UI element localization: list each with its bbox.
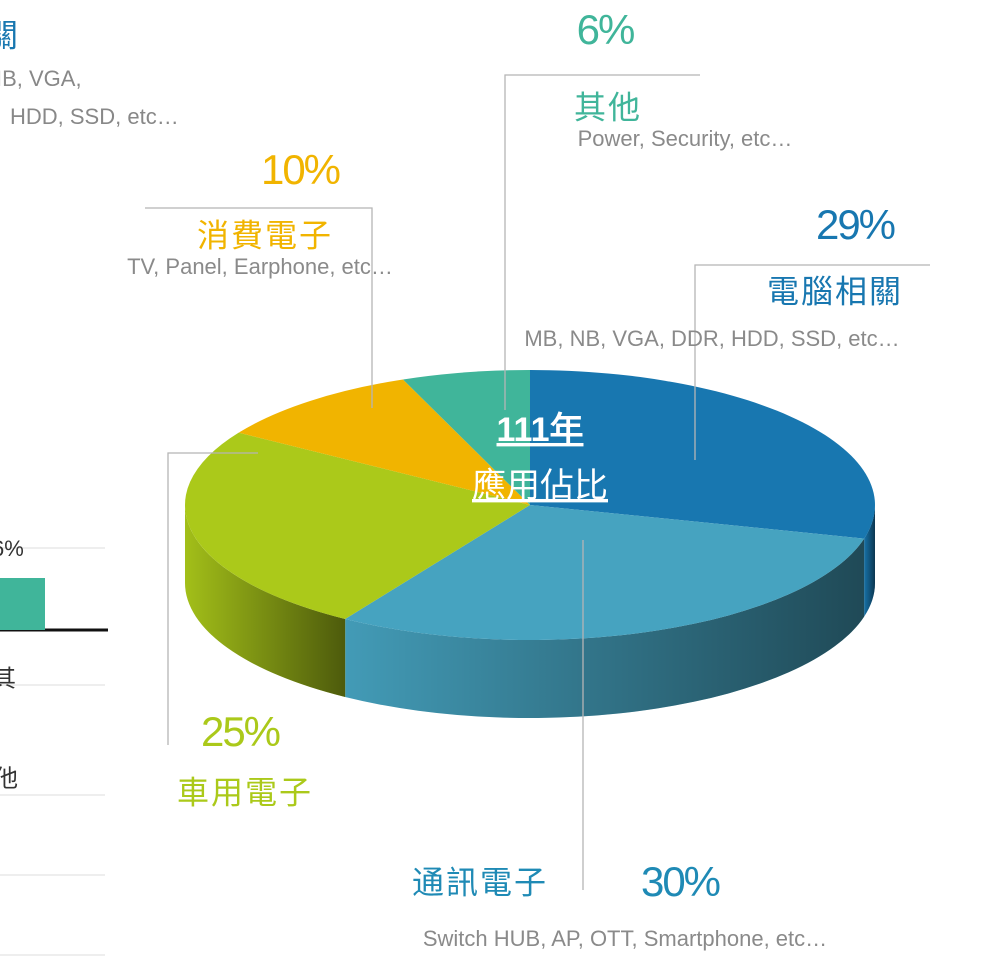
pie-slice xyxy=(238,379,531,505)
slice-description: Switch HUB, AP, OTT, Smartphone, etc… xyxy=(423,926,827,951)
slice-description: Power, Security, etc… xyxy=(578,126,793,151)
pie-side-shade xyxy=(345,538,865,718)
slice-percent: 30% xyxy=(641,858,720,905)
slice-name: 電腦相關 xyxy=(767,273,903,309)
leader-line xyxy=(145,207,373,408)
fragment-text: HDD, SSD, etc… xyxy=(10,104,179,129)
slice-percent: 29% xyxy=(816,201,895,248)
pie-slice xyxy=(402,370,530,505)
slice-name: 通訊電子 xyxy=(412,864,548,900)
leader-line xyxy=(504,74,700,410)
slice-description: MB, NB, VGA, DDR, HDD, SSD, etc… xyxy=(524,326,899,351)
slice-percent: 25% xyxy=(201,708,280,755)
leader-line xyxy=(167,452,258,745)
leader-line xyxy=(694,264,930,460)
fragment-text: IB, VGA, xyxy=(0,66,82,91)
slice-percent: 10% xyxy=(261,146,340,193)
pie-slice xyxy=(530,370,875,539)
fragment-title: 關 xyxy=(0,17,18,53)
slice-name: 其他 xyxy=(574,89,642,125)
pie-side-shade xyxy=(185,505,346,697)
slice-percent: 6% xyxy=(577,6,634,53)
center-label: 應用佔比 xyxy=(472,467,608,505)
cropped-panel: 關 IB, VGA, HDD, SSD, etc… 6% 其 他 xyxy=(0,17,179,956)
center-label: 111年 xyxy=(497,411,584,449)
fragment-bar-label: 6% xyxy=(0,536,24,561)
pie-side-shade xyxy=(864,505,875,617)
pie-slice xyxy=(345,505,865,640)
fragment-bar xyxy=(0,578,45,630)
slice-name: 車用電子 xyxy=(177,774,313,810)
fragment-category: 其 xyxy=(0,665,16,692)
pie-slice xyxy=(185,432,530,619)
fragment-category: 他 xyxy=(0,765,18,792)
slice-description: TV, Panel, Earphone, etc… xyxy=(127,254,393,279)
slice-name: 消費電子 xyxy=(197,217,333,253)
